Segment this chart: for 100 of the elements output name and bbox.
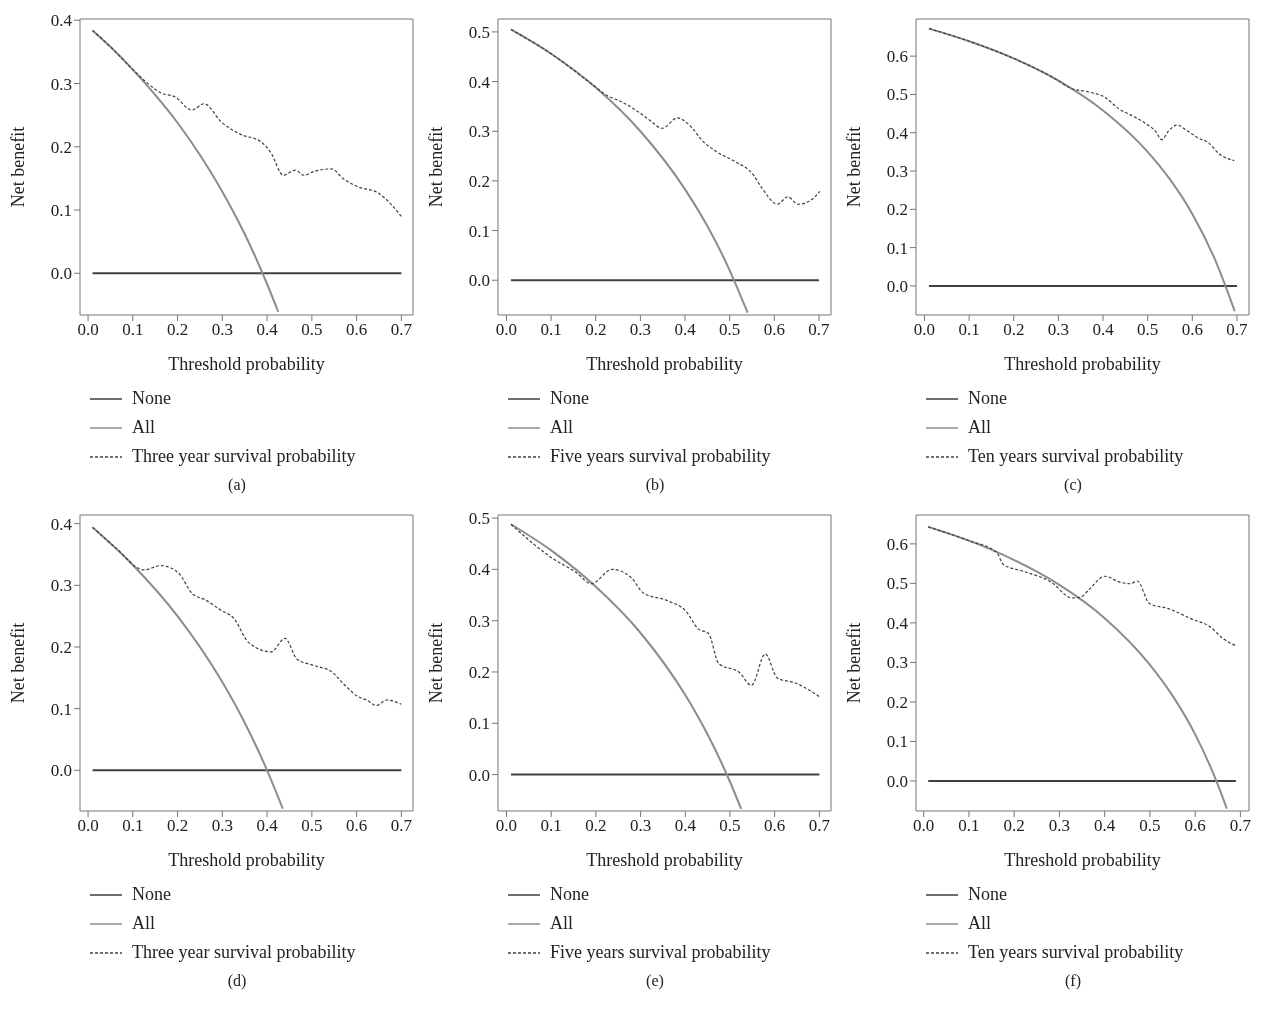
x-tick-label: 0.5 [301, 320, 323, 340]
x-axis-title: Threshold probability [1004, 850, 1161, 870]
legend-label: All [550, 416, 574, 439]
line-series [510, 523, 820, 698]
y-tick-label: 0.3 [50, 576, 72, 596]
legend-label: Ten years survival probability [968, 445, 1184, 468]
y-axis-title: Net benefit [844, 126, 865, 208]
y-tick-label: 0.1 [468, 221, 490, 241]
y-tick-label: 0.2 [886, 200, 908, 220]
x-tick-label: 0.7 [808, 320, 831, 340]
legend-label: None [550, 387, 589, 410]
y-tick-label: 0.1 [50, 699, 72, 719]
text: (e) [645, 972, 665, 990]
line-series [928, 27, 1235, 162]
y-tick-label: 0.4 [886, 123, 909, 143]
line-series [927, 525, 1228, 810]
y-tick-label: 0.4 [50, 514, 73, 534]
x-tick-label: 0.3 [1047, 320, 1070, 340]
x-tick-label: 0.1 [122, 320, 144, 340]
x-tick-label: 0.5 [719, 816, 741, 836]
legend-label: None [968, 883, 1007, 906]
legend-label: None [132, 883, 171, 906]
y-tick-label: 0.6 [886, 47, 908, 67]
legend-label: All [968, 912, 992, 935]
y-tick-label: 0.1 [886, 732, 908, 752]
y-tick-label: 0.0 [886, 276, 908, 296]
x-tick-label: 0.7 [808, 816, 831, 836]
line-series [509, 523, 743, 810]
x-tick-label: 0.4 [256, 816, 279, 836]
legend-label: Ten years survival probability [968, 941, 1184, 964]
legend-label: Three year survival probability [132, 445, 356, 468]
legend-label: None [968, 387, 1007, 410]
line-series [91, 29, 280, 313]
x-tick-label: 0.0 [77, 816, 99, 836]
y-tick-label: 0.1 [886, 238, 908, 258]
x-tick-label: 0.7 [390, 816, 413, 836]
y-axis-title: Net benefit [844, 622, 865, 704]
y-axis-title: Net benefit [426, 622, 447, 704]
text: (c) [1063, 476, 1083, 494]
x-tick-label: 0.5 [719, 320, 741, 340]
x-tick-label: 0.1 [540, 816, 562, 836]
x-tick-label: 0.3 [629, 816, 652, 836]
x-tick-label: 0.4 [1092, 320, 1115, 340]
x-axis-title: Threshold probability [168, 354, 325, 374]
text: (a) [227, 476, 247, 494]
x-tick-label: 0.0 [913, 320, 936, 340]
y-tick-label: 0.0 [886, 772, 908, 791]
x-axis-title: Threshold probability [586, 850, 743, 870]
x-tick-label: 0.7 [390, 320, 413, 340]
x-tick-label: 0.6 [345, 320, 368, 340]
x-tick-label: 0.2 [166, 816, 189, 836]
y-tick-label: 0.5 [886, 574, 908, 594]
x-tick-label: 0.3 [211, 320, 233, 340]
x-tick-label: 0.4 [1094, 816, 1116, 836]
y-tick-label: 0.2 [50, 137, 72, 157]
x-tick-label: 0.4 [674, 816, 697, 836]
legend-label: All [132, 912, 156, 935]
legend-label: All [550, 912, 574, 935]
x-tick-label: 0.0 [77, 320, 99, 340]
legend-label: All [132, 416, 156, 439]
y-tick-label: 0.5 [468, 509, 490, 529]
text: (b) [644, 476, 666, 494]
x-tick-label: 0.3 [1048, 816, 1071, 836]
x-tick-label: 0.0 [495, 320, 518, 340]
x-tick-label: 0.5 [1137, 320, 1159, 340]
y-tick-label: 0.3 [886, 162, 908, 182]
x-tick-label: 0.6 [764, 816, 786, 836]
y-axis-title: Net benefit [426, 126, 447, 208]
y-tick-label: 0.3 [886, 653, 908, 673]
x-tick-label: 0.0 [913, 816, 935, 836]
y-tick-label: 0.4 [468, 560, 491, 580]
x-axis-title: Threshold probability [168, 850, 325, 870]
x-tick-label: 0.0 [495, 816, 518, 836]
x-tick-label: 0.3 [211, 816, 233, 836]
x-tick-label: 0.7 [1229, 816, 1252, 836]
x-tick-label: 0.1 [958, 320, 980, 340]
x-tick-label: 0.2 [585, 816, 607, 836]
x-tick-label: 0.6 [345, 816, 368, 836]
y-tick-label: 0.1 [468, 714, 490, 734]
y-tick-label: 0.4 [886, 613, 909, 633]
line-series [510, 28, 821, 205]
y-tick-label: 0.3 [50, 74, 72, 94]
x-tick-label: 0.5 [1139, 816, 1161, 836]
y-tick-label: 0.2 [468, 171, 490, 191]
y-axis-title: Net benefit [8, 622, 29, 704]
x-tick-label: 0.6 [1181, 320, 1203, 340]
y-tick-label: 0.0 [50, 761, 72, 781]
y-tick-label: 0.1 [50, 201, 72, 221]
line-series [509, 28, 749, 314]
legend-label: All [968, 416, 992, 439]
y-axis-title: Net benefit [8, 126, 29, 208]
legend-label: Five years survival probability [550, 941, 771, 964]
line-series [91, 29, 402, 217]
text: (f) [1064, 972, 1082, 990]
text: (d) [226, 972, 248, 990]
x-tick-label: 0.4 [674, 320, 697, 340]
y-tick-label: 0.3 [468, 611, 490, 631]
y-tick-label: 0.4 [50, 11, 73, 31]
x-tick-label: 0.7 [1226, 320, 1249, 340]
x-tick-label: 0.2 [1003, 320, 1025, 340]
